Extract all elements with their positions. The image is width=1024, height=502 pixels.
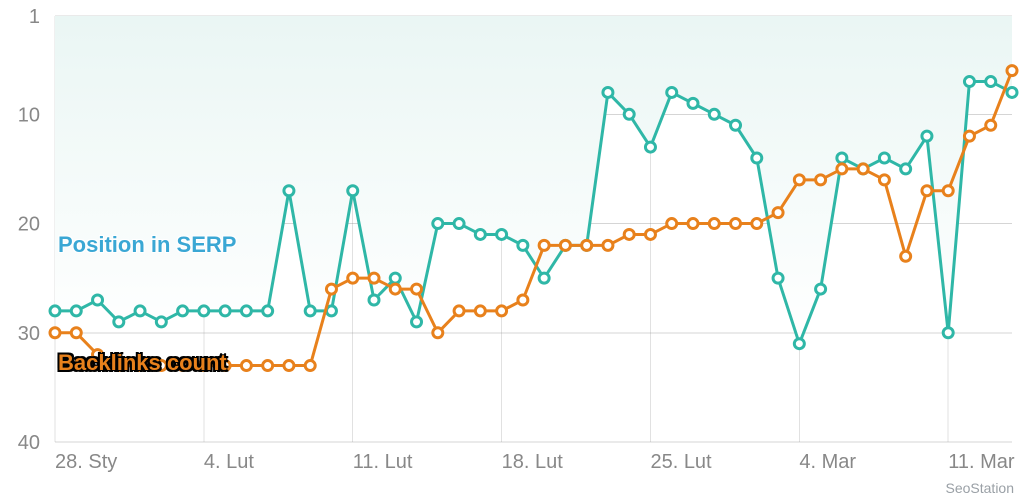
svg-text:4. Lut: 4. Lut xyxy=(204,451,254,473)
svg-text:30: 30 xyxy=(18,323,40,345)
watermark-text: SeoStation xyxy=(946,480,1015,496)
svg-text:25. Lut: 25. Lut xyxy=(650,451,712,473)
chart-canvas: 1 10 20 30 40 28. Sty 4. Lut 11. Lut 18. Lut 25. … xyxy=(0,0,1024,502)
svg-text:11. Mar: 11. Mar xyxy=(948,451,1015,473)
svg-text:20: 20 xyxy=(18,214,40,236)
svg-text:11. Lut: 11. Lut xyxy=(353,451,413,473)
svg-text:4. Mar: 4. Mar xyxy=(799,451,856,473)
svg-text:10: 10 xyxy=(18,104,40,126)
svg-text:28. Sty: 28. Sty xyxy=(55,451,117,473)
svg-text:1: 1 xyxy=(29,6,40,28)
svg-text:18. Lut: 18. Lut xyxy=(502,451,564,473)
svg-text:40: 40 xyxy=(18,432,40,454)
serp-backlinks-chart: 1 10 20 30 40 28. Sty 4. Lut 11. Lut 18. Lut 25. … xyxy=(0,0,1024,502)
